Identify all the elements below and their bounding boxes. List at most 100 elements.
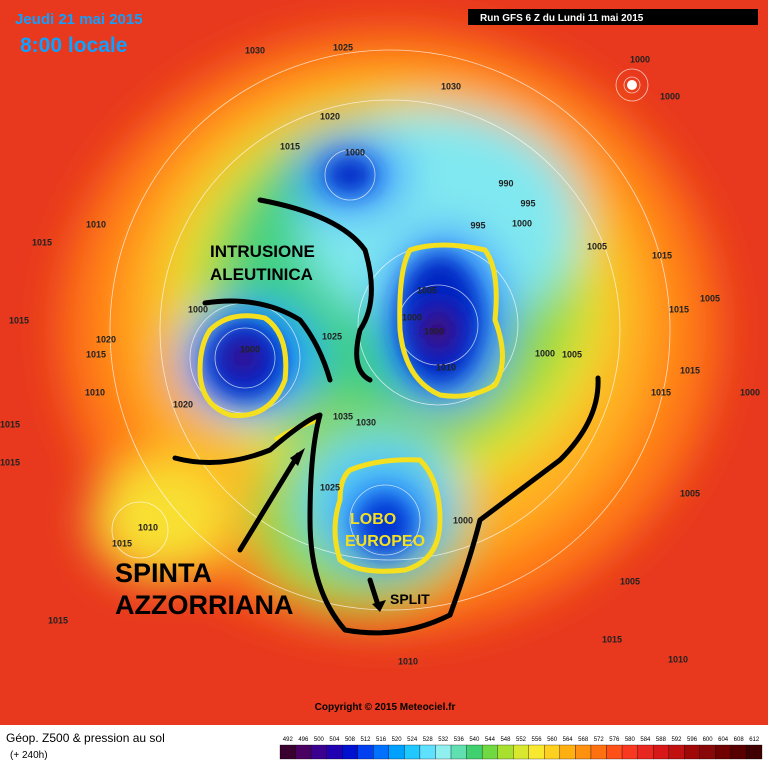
- scale-swatch: [388, 744, 405, 760]
- isobar-label: 1000: [188, 304, 208, 314]
- isobar-label: 1000: [660, 91, 680, 101]
- isobar-label: 1015: [652, 250, 672, 260]
- isobar-label: 1000: [240, 344, 260, 354]
- footer-title: Géop. Z500 & pression au sol: [6, 731, 165, 745]
- scale-label: 548: [500, 737, 511, 743]
- scale-label: 608: [734, 737, 745, 743]
- scale-label: 584: [640, 737, 651, 743]
- isobar-label: 1000: [740, 387, 760, 397]
- run-info: Run GFS 6 Z du Lundi 11 mai 2015: [480, 13, 644, 24]
- annotation: ALEUTINICA: [210, 265, 313, 284]
- scale-swatch: [497, 744, 514, 760]
- scale-label: 492: [283, 737, 294, 743]
- scale-swatch: [606, 744, 623, 760]
- annotation: AZZORRIANA: [115, 590, 293, 620]
- isobar-label: 1010: [85, 387, 105, 397]
- date: Jeudi 21 mai 2015: [15, 11, 143, 28]
- field: 1030 1025 1030 1000 1000 1020 1015 1000 990 995 10…: [0, 0, 768, 725]
- scale-label: 580: [625, 737, 636, 743]
- scale-swatch: [295, 744, 312, 760]
- scale-swatch: [699, 744, 716, 760]
- scale-swatch: [342, 744, 358, 760]
- isobar-label: 1000: [345, 147, 365, 157]
- isobar-label: 1025: [333, 42, 353, 52]
- scale-swatch: [730, 744, 747, 760]
- isobar-label: 1015: [9, 315, 29, 325]
- scale-swatch: [637, 744, 654, 760]
- isobar-label: 1005: [680, 488, 700, 498]
- scale-label: 592: [671, 737, 682, 743]
- annotation: SPLIT: [390, 591, 430, 607]
- scale-label: 572: [594, 737, 605, 743]
- scale-swatch: [590, 744, 607, 760]
- scale-swatch: [715, 744, 732, 760]
- scale-swatch: [668, 744, 685, 760]
- scale-label: 612: [749, 737, 760, 743]
- scale-swatch: [326, 744, 343, 760]
- isobar-label: 1020: [96, 334, 116, 344]
- annotation: EUROPEO: [345, 533, 425, 550]
- isobar-label: 1005: [417, 285, 437, 295]
- scale-label: 496: [298, 737, 309, 743]
- scale-swatch: [575, 744, 592, 760]
- scale-label: 544: [485, 737, 496, 743]
- scale-swatch: [481, 744, 498, 760]
- isobar-label: 1010: [86, 219, 106, 229]
- scale-swatch: [746, 744, 763, 760]
- isobar-label: 1005: [562, 349, 582, 359]
- isobar-label: 1005: [700, 293, 720, 303]
- isobar-label: 1015: [86, 349, 106, 359]
- scale-label: 568: [578, 737, 589, 743]
- scale-label: 588: [656, 737, 667, 743]
- scale-label: 508: [345, 737, 356, 743]
- scale-label: 600: [703, 737, 714, 743]
- isobar-label: 1010: [668, 654, 688, 664]
- isobar-label: 1005: [620, 576, 640, 586]
- scale-swatch: [513, 744, 529, 760]
- scale-label: 604: [718, 737, 729, 743]
- run-box: [468, 9, 758, 25]
- scale-swatch: [373, 744, 389, 760]
- scale-label: 540: [469, 737, 480, 743]
- scale-swatch: [435, 744, 452, 760]
- isobar-label: 1015: [602, 634, 622, 644]
- annotation: LOBO: [350, 511, 396, 528]
- yellow-outlines: [197, 242, 505, 574]
- isobar-label: 1010: [436, 362, 456, 372]
- scale-swatch: [357, 744, 374, 760]
- scale-label: 516: [376, 737, 387, 743]
- scale-swatch: [279, 744, 296, 760]
- scale-label: 524: [407, 737, 418, 743]
- isobar-label: 1015: [651, 387, 671, 397]
- scale-label: 500: [314, 737, 325, 743]
- annotation: SPINTA: [115, 558, 212, 588]
- isobar-label: 990: [498, 178, 513, 188]
- isobar-label: 1020: [173, 399, 193, 409]
- isobar-label: 1015: [112, 538, 132, 548]
- color-scale: 492 496 500 504 508 512 516 520 524 528 532 536 540 5…: [279, 737, 763, 760]
- isobar-label: 1015: [32, 237, 52, 247]
- scale-label: 576: [609, 737, 620, 743]
- isobar-label: 1015: [680, 365, 700, 375]
- isobar-label: 1030: [245, 45, 265, 55]
- isobar-label: 995: [520, 198, 535, 208]
- scale-swatch: [419, 744, 436, 760]
- arrow-head: [372, 600, 386, 612]
- isobar-label: 1005: [587, 241, 607, 251]
- isobar-label: 1010: [398, 656, 418, 666]
- isobar-labels: 1030 1025 1030 1000 1000 1020 1015 1000 990 995 10…: [0, 42, 760, 666]
- annotation: INTRUSIONE: [210, 242, 315, 261]
- scale-swatch: [544, 744, 561, 760]
- footer-lead: (+ 240h): [10, 750, 48, 761]
- isobar-label: 995: [470, 220, 485, 230]
- scale-swatch: [621, 744, 638, 760]
- isobar-label: 1015: [280, 141, 300, 151]
- isobar-label: 1020: [320, 111, 340, 121]
- scale-label: 596: [687, 737, 698, 743]
- scale-label: 532: [438, 737, 449, 743]
- scale-swatch: [466, 744, 483, 760]
- scale-swatch: [653, 744, 669, 760]
- isobar-label: 1000: [424, 326, 444, 336]
- isobar-label: 1030: [356, 417, 376, 427]
- isobar-label: 1000: [630, 54, 650, 64]
